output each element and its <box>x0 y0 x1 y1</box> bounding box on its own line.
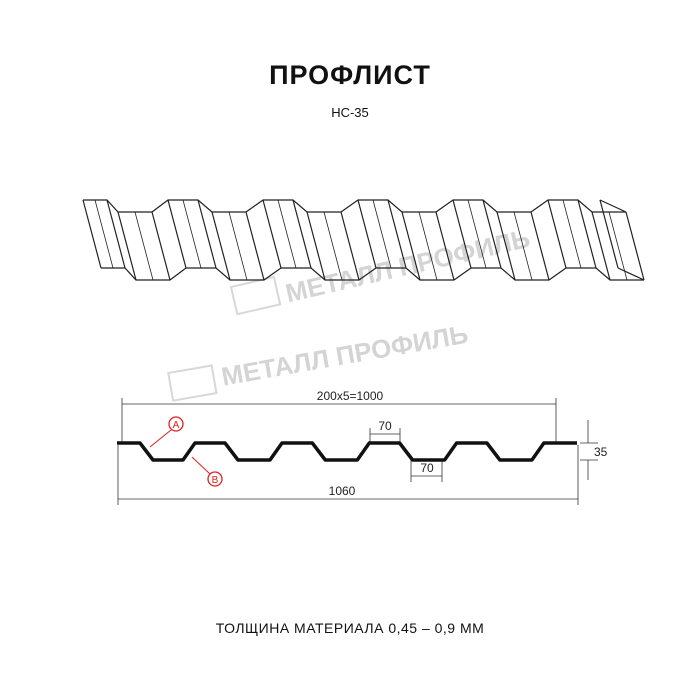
dim-top-flat: 70 <box>378 419 392 433</box>
marker-b: B <box>191 456 223 487</box>
svg-text:МЕТАЛЛ ПРОФИЛЬ: МЕТАЛЛ ПРОФИЛЬ <box>283 223 533 308</box>
dim-pitch: 200x5=1000 <box>317 389 384 403</box>
dim-total-width: 1060 <box>329 484 356 498</box>
isometric-sheet <box>82 199 645 281</box>
model-label: НС-35 <box>331 105 369 120</box>
dim-height: 35 <box>594 445 608 459</box>
profile-section <box>117 441 577 462</box>
svg-text:МЕТАЛЛ ПРОФИЛЬ: МЕТАЛЛ ПРОФИЛЬ <box>219 319 470 392</box>
svg-text:B: B <box>212 475 219 486</box>
material-thickness: ТОЛЩИНА МАТЕРИАЛА 0,45 – 0,9 ММ <box>215 620 485 636</box>
marker-a: A <box>149 416 184 448</box>
page-title: ПРОФЛИСТ <box>269 60 431 90</box>
dimensions <box>117 398 598 505</box>
svg-text:A: A <box>173 420 180 431</box>
dim-bottom-flat: 70 <box>420 461 434 475</box>
